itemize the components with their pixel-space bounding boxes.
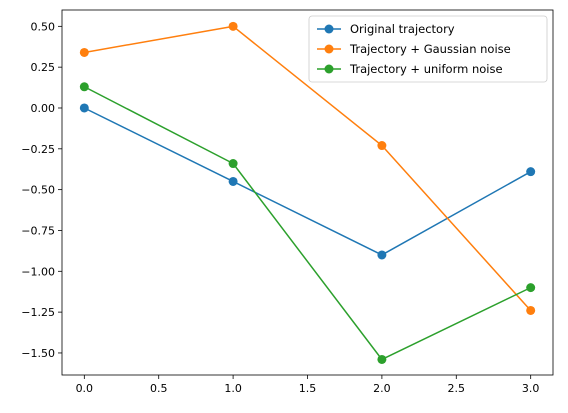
series-layer xyxy=(79,21,536,364)
data-point xyxy=(79,47,89,57)
legend-marker xyxy=(324,64,334,74)
data-point xyxy=(526,283,536,293)
legend: Original trajectory Trajectory + Gaussian… xyxy=(308,15,548,83)
y-tick-label: −0.50 xyxy=(21,184,55,197)
data-point xyxy=(377,141,387,151)
data-point xyxy=(526,305,536,315)
x-tick-label: 2.5 xyxy=(448,382,466,395)
x-tick-label: 0.5 xyxy=(150,382,168,395)
y-tick-label: −1.50 xyxy=(21,347,55,360)
x-tick-label: 1.5 xyxy=(299,382,317,395)
legend-label: Original trajectory xyxy=(350,22,455,36)
legend-entry: Original trajectory xyxy=(317,22,455,36)
series-trajectory-uniform-noise xyxy=(79,82,536,364)
legend-label: Trajectory + Gaussian noise xyxy=(349,42,511,56)
series-trajectory-gaussian-noise xyxy=(79,21,536,315)
y-tick-label: 0.25 xyxy=(31,61,56,74)
x-tick-label: 3.0 xyxy=(522,382,540,395)
x-axis: 0.0 0.5 1.0 1.5 2.0 2.5 3.0 xyxy=(76,375,540,395)
legend-entry: Trajectory + Gaussian noise xyxy=(317,42,511,56)
series-original-trajectory xyxy=(79,103,536,260)
data-point xyxy=(228,159,238,169)
x-tick-label: 1.0 xyxy=(224,382,242,395)
y-tick-label: −1.00 xyxy=(21,265,55,278)
legend-box xyxy=(308,15,548,83)
data-point xyxy=(228,21,238,31)
series-line xyxy=(84,25,532,311)
legend-label: Trajectory + uniform noise xyxy=(349,62,503,76)
data-point xyxy=(79,103,89,113)
legend-entry: Trajectory + uniform noise xyxy=(317,62,503,76)
y-axis: 0.50 0.25 0.00 −0.25 −0.50 −0.75 −1.00 −1.25 −1.… xyxy=(21,20,62,360)
legend-marker xyxy=(324,44,334,54)
x-tick-label: 0.0 xyxy=(76,382,94,395)
data-point xyxy=(377,250,387,260)
y-tick-label: −1.25 xyxy=(21,306,55,319)
data-point xyxy=(526,167,536,177)
y-tick-label: 0.00 xyxy=(31,102,56,115)
data-point xyxy=(377,354,387,364)
legend-marker xyxy=(324,24,334,34)
y-tick-label: −0.75 xyxy=(21,224,55,237)
series-line xyxy=(83,86,532,361)
x-tick-label: 2.0 xyxy=(373,382,391,395)
series-line xyxy=(83,107,532,256)
data-point xyxy=(228,176,238,186)
y-tick-label: 0.50 xyxy=(31,20,56,33)
y-tick-label: −0.25 xyxy=(21,143,55,156)
data-point xyxy=(79,82,89,92)
